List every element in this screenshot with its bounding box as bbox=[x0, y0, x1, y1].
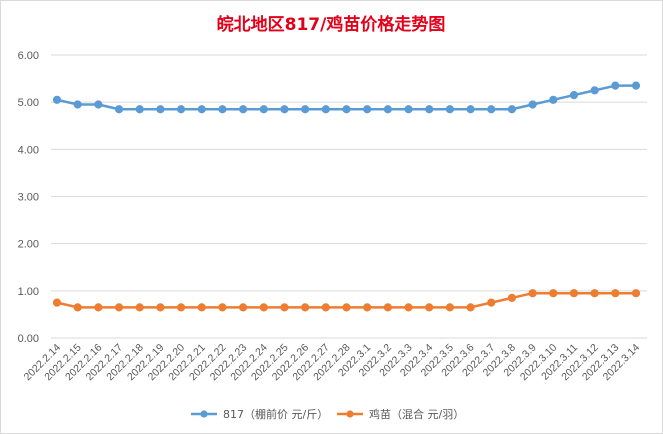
y-tick-label: 3.00 bbox=[18, 192, 39, 204]
data-point bbox=[466, 105, 475, 114]
y-tick-label: 5.00 bbox=[18, 97, 39, 109]
data-point bbox=[135, 105, 144, 114]
data-point bbox=[197, 303, 206, 312]
data-point bbox=[218, 303, 227, 312]
data-point bbox=[114, 303, 124, 312]
chart-title: 皖北地区817/鸡苗价格走势图 bbox=[217, 14, 446, 35]
data-point bbox=[73, 303, 82, 312]
data-point bbox=[631, 289, 641, 298]
data-point bbox=[487, 105, 496, 114]
data-point bbox=[52, 298, 62, 307]
data-point bbox=[507, 293, 517, 303]
legend-swatch-marker bbox=[346, 410, 354, 418]
legend-label: 鸡苗（混合 元/羽） bbox=[369, 407, 464, 421]
data-point bbox=[94, 100, 103, 109]
data-point bbox=[52, 95, 62, 104]
data-point bbox=[301, 303, 310, 312]
data-point bbox=[197, 105, 206, 114]
data-point bbox=[218, 105, 227, 114]
data-point bbox=[569, 289, 579, 298]
data-point bbox=[156, 303, 165, 312]
y-tick-label: 2.00 bbox=[18, 239, 39, 251]
data-point bbox=[73, 100, 82, 109]
y-tick-label: 1.00 bbox=[18, 286, 39, 298]
data-point bbox=[590, 86, 599, 95]
data-point bbox=[528, 100, 537, 109]
data-point bbox=[342, 303, 351, 312]
data-point bbox=[301, 105, 310, 114]
data-point bbox=[383, 105, 392, 114]
legend-swatch-marker bbox=[200, 410, 208, 418]
data-point bbox=[259, 105, 268, 114]
data-point bbox=[135, 303, 144, 312]
data-point bbox=[94, 303, 103, 312]
data-point bbox=[114, 105, 124, 114]
legend: 817（棚前价 元/斤） 鸡苗（混合 元/羽） bbox=[191, 407, 464, 421]
gridlines bbox=[51, 54, 647, 339]
data-point bbox=[445, 105, 454, 114]
y-axis-ticks: 0.00 1.00 2.00 3.00 4.00 5.00 6.00 bbox=[18, 50, 39, 345]
data-point bbox=[487, 298, 496, 307]
data-point bbox=[425, 303, 434, 312]
data-point bbox=[549, 289, 558, 298]
data-point bbox=[363, 105, 372, 114]
data-point bbox=[239, 303, 248, 312]
y-tick-label: 4.00 bbox=[18, 144, 39, 156]
data-point bbox=[569, 90, 579, 100]
y-tick-label: 6.00 bbox=[18, 50, 39, 62]
x-axis-ticks: 2022.2.142022.2.152022.2.162022.2.172022… bbox=[22, 342, 643, 384]
legend-label: 817（棚前价 元/斤） bbox=[223, 407, 328, 421]
data-point bbox=[176, 303, 186, 312]
data-point bbox=[466, 303, 475, 312]
data-point bbox=[631, 81, 641, 90]
y-tick-label: 0.00 bbox=[18, 333, 39, 345]
data-point bbox=[590, 289, 599, 298]
data-point bbox=[549, 95, 558, 104]
data-point bbox=[321, 105, 330, 114]
data-point bbox=[176, 105, 186, 114]
data-point bbox=[404, 105, 413, 114]
data-point bbox=[280, 303, 289, 312]
data-point bbox=[259, 303, 268, 312]
data-point bbox=[280, 105, 289, 114]
data-point bbox=[445, 303, 454, 312]
data-point bbox=[425, 105, 434, 114]
data-point bbox=[611, 289, 620, 298]
data-point bbox=[156, 105, 165, 114]
data-point bbox=[611, 81, 620, 90]
data-point bbox=[321, 303, 330, 312]
data-point bbox=[363, 303, 372, 312]
data-point bbox=[342, 105, 351, 114]
data-point bbox=[528, 289, 537, 298]
data-point bbox=[383, 303, 392, 312]
data-point bbox=[507, 105, 517, 114]
series-lines bbox=[52, 81, 641, 312]
data-point bbox=[239, 105, 248, 114]
data-point bbox=[404, 303, 413, 312]
